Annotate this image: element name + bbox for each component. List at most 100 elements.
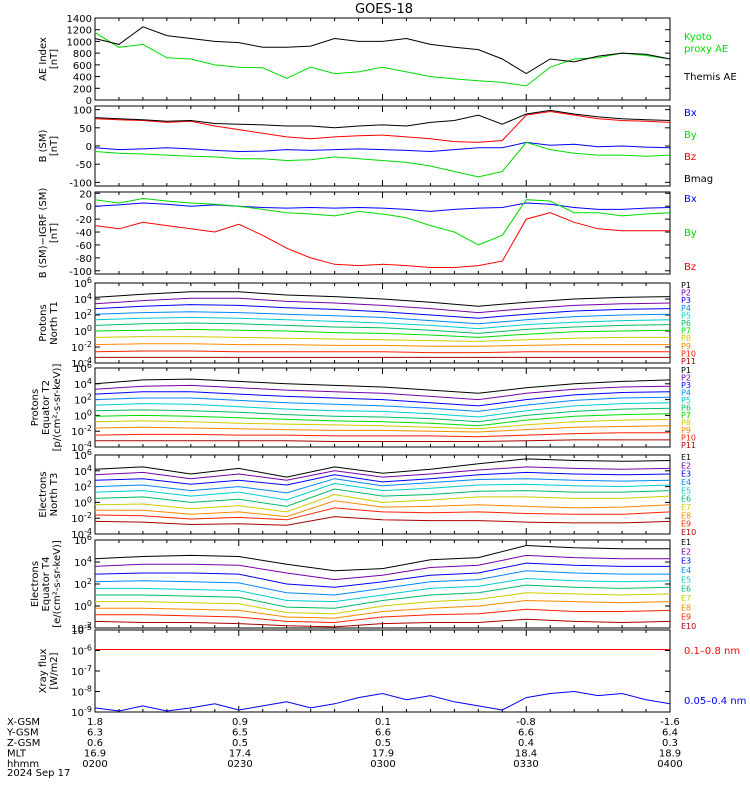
channel-line <box>94 297 671 314</box>
channel-line <box>94 618 671 628</box>
y-axis-label: North T3 <box>49 473 60 517</box>
channel-line <box>94 466 671 481</box>
series-line-by <box>94 141 671 178</box>
y-tick-label: -100 <box>69 178 92 189</box>
channel-line <box>94 384 671 401</box>
series-line-by <box>94 197 671 246</box>
y-tick-label: 104 <box>74 555 92 569</box>
channel-legend: P4 <box>681 304 691 313</box>
channel-line <box>94 418 671 430</box>
y-axis-label: [nT] <box>49 136 60 156</box>
y-tick-label: 106 <box>74 448 92 462</box>
plot-title: GOES-18 <box>355 2 413 17</box>
footer-date: 2024 Sep 17 <box>7 768 70 779</box>
legend-entry: proxy AE <box>684 44 728 55</box>
channel-line <box>94 432 670 438</box>
y-tick-label: 20 <box>79 189 92 200</box>
channel-line <box>94 316 671 330</box>
footer-value: 0.6 <box>87 738 103 749</box>
y-axis-label: Equator T4 <box>41 557 52 612</box>
channel-line <box>94 425 671 433</box>
footer-value: 1.8 <box>87 717 103 728</box>
legend-entry: Bz <box>684 262 696 273</box>
channel-legend: P5 <box>681 311 691 320</box>
footer-value: 0400 <box>657 759 682 770</box>
y-tick-label: 102 <box>74 393 92 407</box>
legend-entry: Kyoto <box>684 32 712 43</box>
footer-row-label: Z-GSM <box>7 738 40 749</box>
y-axis-label: Electrons <box>30 561 41 607</box>
footer-value: 0.5 <box>375 738 391 749</box>
footer-value: 0300 <box>370 759 395 770</box>
y-tick-label: 10-5 <box>71 623 92 637</box>
channel-line <box>94 554 670 581</box>
channel-line <box>95 608 671 624</box>
footer-value: -1.6 <box>660 717 680 728</box>
channel-legend: P11 <box>681 441 696 450</box>
channel-legend: P3 <box>681 296 691 305</box>
y-tick-label: 100 <box>73 106 92 117</box>
y-axis-label: B (SM) <box>38 129 49 162</box>
y-tick-label: 1000 <box>67 37 92 48</box>
channel-legend: E7 <box>681 594 691 603</box>
footer-row-label: MLT <box>7 749 27 760</box>
channel-line <box>94 544 670 572</box>
y-tick-label: 0 <box>86 96 92 107</box>
y-tick-label: 106 <box>74 276 92 290</box>
channel-legend: E4 <box>681 478 691 487</box>
y-tick-label: 0 <box>86 142 92 153</box>
y-axis-label: Protons <box>30 389 41 426</box>
channel-legend: P10 <box>681 434 696 443</box>
legend-entry: Themis AE <box>683 72 737 83</box>
footer-value: 6.6 <box>375 728 391 739</box>
channel-legend: E5 <box>681 486 691 495</box>
channel-legend: E8 <box>681 603 691 612</box>
channel-line <box>94 322 671 334</box>
ephemeris-footer: X-GSM 1.8 0.9 0.1 -0.8 -1.6 Y-GSM 6.3 6.5 6.6 6.6 6… <box>6 717 683 779</box>
footer-value: 0.1 <box>375 717 391 728</box>
y-tick-label: -40 <box>76 228 92 239</box>
channel-legend: E1 <box>681 538 691 547</box>
y-tick-label: 104 <box>74 292 92 306</box>
y-axis-label: Xray flux <box>38 649 49 694</box>
channel-line <box>94 396 671 412</box>
channel-legend: E10 <box>681 622 696 631</box>
channel-legend: E2 <box>681 461 691 470</box>
legend-entry: 0.1–0.8 nm <box>684 646 740 657</box>
y-tick-label: 1200 <box>67 26 92 37</box>
channel-line <box>94 413 671 427</box>
footer-value: 0230 <box>227 759 252 770</box>
channel-line <box>94 391 671 407</box>
channel-line <box>94 350 670 354</box>
y-tick-label: 100 <box>74 324 92 338</box>
series-line-bz <box>94 110 671 143</box>
channel-legend: P4 <box>681 389 691 398</box>
channel-line <box>94 507 671 521</box>
channel-line <box>94 407 671 423</box>
footer-value: 6.3 <box>87 728 103 739</box>
channel-line <box>94 328 671 338</box>
channel-line <box>95 439 670 442</box>
channel-line <box>94 311 671 325</box>
y-axis-label: North T1 <box>49 301 60 345</box>
y-tick-label: 0 <box>86 202 92 213</box>
channel-legend: P6 <box>681 404 691 413</box>
y-tick-label: 106 <box>74 533 92 547</box>
footer-row-label: Y-GSM <box>6 728 39 739</box>
channel-line <box>95 577 671 603</box>
y-tick-label: 10-2 <box>71 511 92 525</box>
panel-frame <box>94 191 671 275</box>
y-tick-label: 1400 <box>67 14 92 25</box>
channel-legend: E9 <box>681 520 691 529</box>
y-tick-label: 100 <box>74 408 92 422</box>
channel-legend: E3 <box>681 557 691 566</box>
y-tick-label: 200 <box>73 84 92 95</box>
channel-legend: P5 <box>681 396 691 405</box>
y-axis-label: Electrons <box>38 471 49 517</box>
y-tick-label: -60 <box>76 241 92 252</box>
y-axis-label: Equator T2 <box>41 380 52 435</box>
